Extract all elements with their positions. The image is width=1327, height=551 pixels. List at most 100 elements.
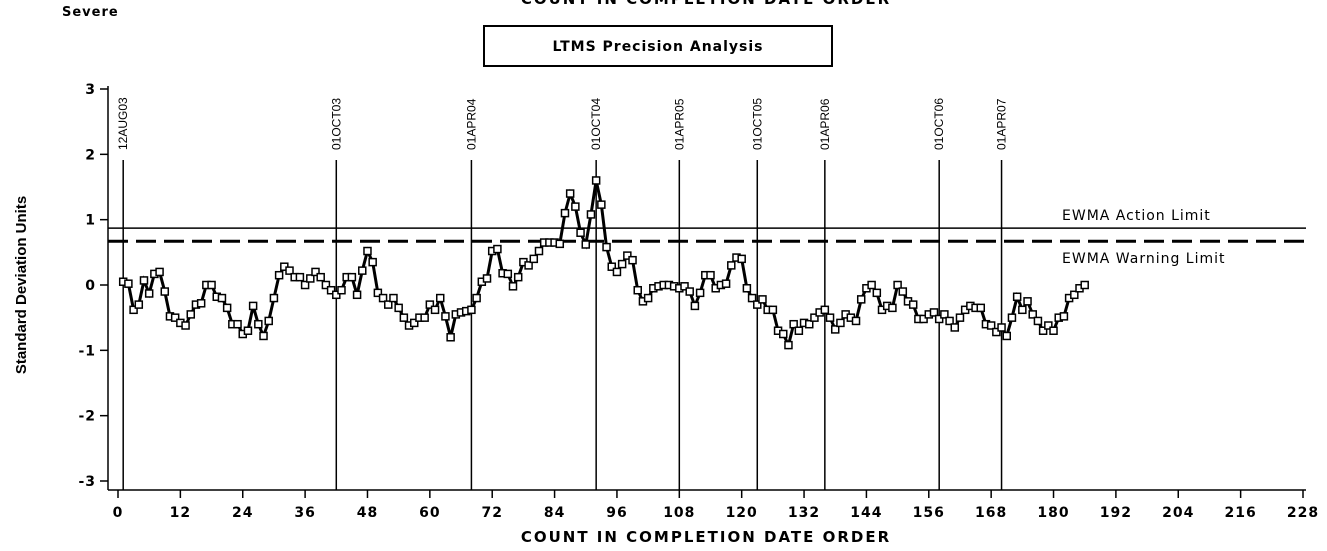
x-tick-label: 120: [726, 505, 758, 521]
marker: [513, 272, 523, 282]
marker: [706, 270, 715, 280]
marker: [643, 293, 653, 303]
marker: [727, 261, 736, 270]
marker: [181, 321, 190, 330]
marker: [888, 303, 897, 313]
marker: [893, 280, 902, 290]
marker: [955, 313, 965, 322]
marker: [565, 189, 575, 198]
date-label: 01APR05: [672, 98, 686, 150]
marker: [311, 267, 320, 277]
marker: [810, 313, 819, 322]
marker: [576, 228, 585, 237]
marker: [134, 300, 144, 309]
date-label: 12AUG03: [116, 97, 130, 150]
x-tick-label: 0: [113, 505, 124, 521]
marker: [420, 313, 429, 322]
marker: [571, 202, 580, 211]
marker: [467, 305, 476, 315]
marker: [737, 254, 746, 264]
marker: [820, 305, 830, 315]
marker: [394, 303, 403, 313]
marker: [170, 313, 180, 322]
date-label: 01OCT04: [589, 98, 603, 150]
y-tick-label: 0: [85, 278, 96, 294]
marker: [363, 246, 372, 256]
y-tick-label: -2: [78, 409, 96, 425]
marker: [144, 289, 154, 298]
marker: [856, 295, 866, 304]
y-tick-label: 3: [85, 82, 96, 98]
marker: [1080, 280, 1089, 290]
marker: [753, 300, 762, 309]
y-tick-label: -1: [78, 343, 96, 359]
box-title: LTMS Precision Analysis: [552, 39, 763, 55]
marker: [482, 274, 492, 283]
x-tick-label: 108: [663, 505, 695, 521]
marker: [300, 280, 310, 290]
marker: [373, 288, 383, 298]
marker: [789, 319, 798, 329]
marker: [1049, 326, 1058, 335]
date-label: 01OCT06: [932, 98, 946, 150]
marker: [186, 310, 196, 319]
marker: [690, 301, 700, 311]
marker: [316, 272, 325, 282]
marker: [695, 288, 705, 298]
marker: [243, 326, 253, 335]
date-label: 01APR07: [995, 98, 1009, 150]
marker: [992, 327, 1001, 337]
marker: [1012, 292, 1022, 302]
marker: [628, 255, 637, 265]
marker: [259, 331, 268, 341]
marker: [524, 261, 533, 270]
marker: [1033, 316, 1043, 326]
marker: [472, 293, 481, 303]
marker: [784, 340, 793, 350]
marker: [508, 282, 518, 291]
x-tick-label: 12: [170, 505, 191, 521]
x-tick-label: 24: [232, 505, 253, 521]
marker: [493, 244, 502, 254]
marker: [830, 325, 840, 334]
marker: [1038, 326, 1048, 335]
marker: [295, 272, 305, 282]
marker: [217, 293, 227, 303]
x-axis-label: COUNT IN COMPLETION DATE ORDER: [521, 528, 891, 546]
marker: [685, 287, 694, 296]
marker: [139, 276, 149, 285]
marker: [233, 319, 242, 329]
marker: [129, 305, 138, 315]
x-tick-label: 144: [850, 505, 882, 521]
marker: [591, 176, 601, 185]
subtitle: Severe: [62, 5, 119, 20]
marker: [207, 280, 216, 290]
marker: [435, 293, 445, 303]
marker: [326, 285, 336, 295]
marker: [399, 313, 409, 322]
marker: [721, 279, 731, 288]
marker: [768, 305, 778, 315]
marker: [779, 329, 788, 339]
marker: [368, 257, 377, 267]
marker: [1028, 310, 1037, 319]
marker: [155, 267, 164, 277]
marker: [332, 290, 341, 300]
marker: [264, 316, 273, 326]
marker: [389, 293, 398, 303]
marker: [503, 269, 513, 279]
marker: [248, 301, 258, 311]
marker: [586, 210, 596, 219]
x-tick-label: 216: [1225, 505, 1257, 521]
x-tick-label: 96: [606, 505, 627, 521]
marker: [929, 308, 939, 317]
marker: [1018, 305, 1027, 315]
marker: [919, 314, 928, 324]
marker: [425, 300, 435, 309]
marker: [867, 280, 876, 290]
marker: [254, 319, 263, 329]
date-label: 01OCT05: [750, 98, 764, 150]
marker: [747, 293, 757, 303]
marker: [337, 285, 346, 295]
marker: [758, 295, 767, 304]
